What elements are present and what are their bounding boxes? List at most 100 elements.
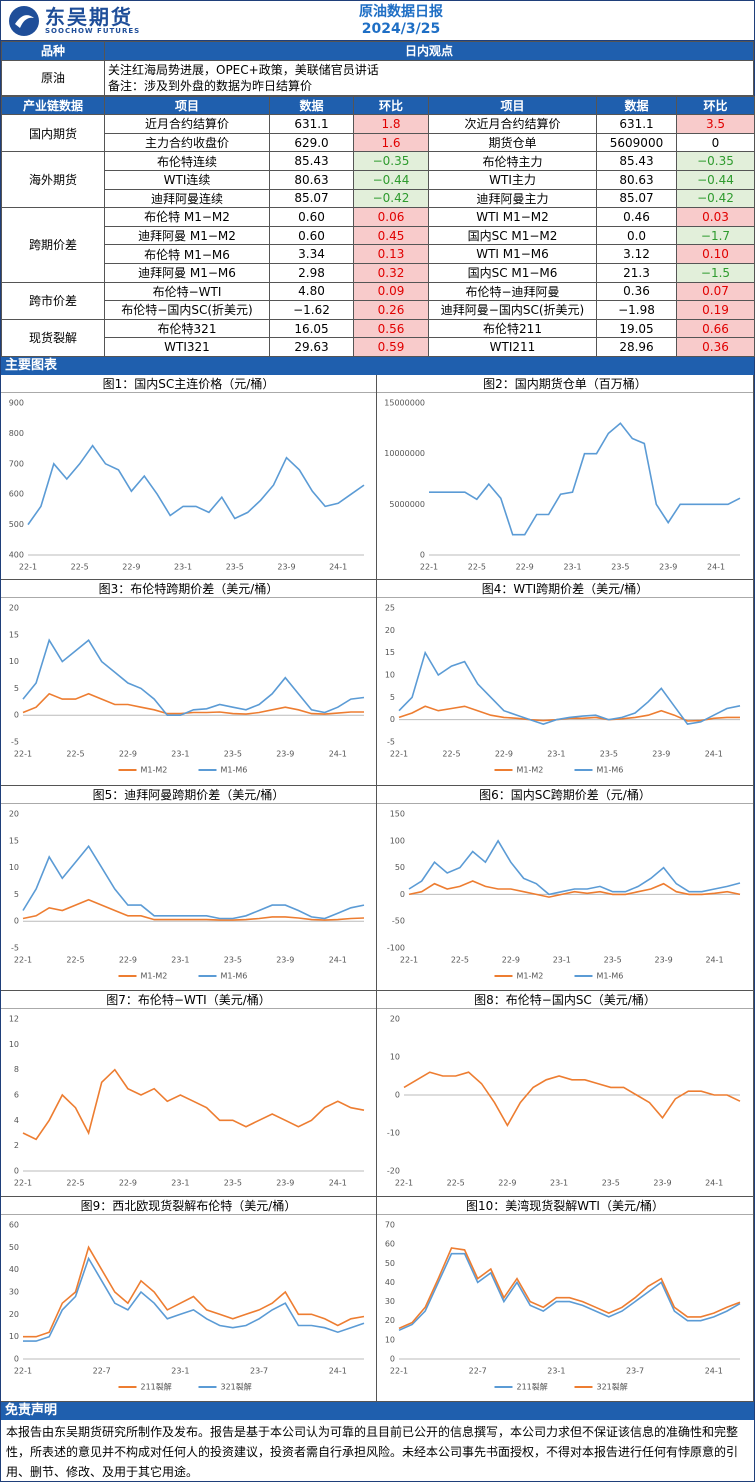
y-tick-label: 20: [385, 1316, 395, 1325]
item: WTI321: [104, 337, 270, 357]
x-tick-label: 24-1: [329, 750, 347, 759]
label: 日内观点: [104, 41, 754, 61]
value: 631.1: [269, 114, 354, 134]
legend-label: M1-M2: [141, 766, 168, 775]
y-tick-label: 0: [390, 716, 395, 725]
date: 2024/3/25: [361, 21, 441, 37]
y-tick-label: 0: [395, 1091, 400, 1100]
x-tick-label: 22-9: [119, 750, 137, 759]
legend-label: M1-M6: [221, 971, 248, 980]
change: 0.09: [353, 281, 429, 302]
x-tick-label: 22-9: [122, 562, 140, 571]
line-series: [27, 444, 365, 525]
change: 1.8: [353, 114, 429, 134]
y-tick-label: -20: [387, 1167, 400, 1176]
change: 0.32: [353, 262, 429, 283]
x-tick-label: 23-5: [226, 562, 244, 571]
legend-label: M1-M6: [221, 766, 248, 775]
chart-cell: 图6：国内SC跨期价差（元/桶） -100 -50 0 50 100 150 22-1 22-5…: [377, 785, 754, 992]
item: 布伦特连续: [104, 151, 270, 171]
y-tick-label: 70: [385, 1220, 395, 1229]
change: −1.5: [676, 262, 755, 283]
item: 布伦特−国内SC(折美元): [104, 300, 270, 320]
chart-title: 图8：布伦特−国内SC（美元/桶）: [377, 991, 753, 1010]
y-tick-label: 10: [9, 1040, 19, 1049]
item: WTI M1−M6: [428, 244, 597, 264]
x-tick-label: 23-7: [250, 1366, 268, 1375]
y-tick-label: 10: [390, 1053, 400, 1062]
change: 0.13: [353, 244, 429, 264]
group-name: 海外期货: [1, 151, 105, 209]
change: 0.45: [353, 225, 429, 246]
y-tick-label: 50: [9, 1243, 19, 1252]
item: 布伦特 M1−M2: [104, 207, 270, 227]
value: 4.80: [269, 281, 354, 302]
item: 迪拜阿曼连续: [104, 188, 270, 209]
item: 迪拜阿曼 M1−M6: [104, 262, 270, 283]
value: 16.05: [269, 318, 354, 339]
chart: 400 500 600 700 800 900 22-1 22-5 22-9 23-1 23-5 23…: [9, 398, 365, 571]
line-series: [429, 422, 741, 536]
title: 原油数据日报: [359, 4, 443, 20]
x-tick-label: 23-1: [174, 562, 192, 571]
item: WTI M1−M2: [428, 207, 597, 227]
item: 期货仓单: [428, 132, 597, 153]
header-cell: 环比: [676, 95, 755, 116]
y-tick-label: 10: [9, 863, 19, 872]
x-tick-label: 23-1: [171, 1366, 189, 1375]
disclaimer-text: 本报告由东吴期货研究所制作及发布。报告是基于本公司认为可靠的且目前已公开的信息撰…: [6, 1425, 739, 1480]
chart: -5 0 5 10 15 20 22-1 22-5 22-9 23-1 23-5 23-9 24-1 M1…: [9, 809, 365, 980]
logo-name: 东吴期货: [45, 5, 133, 29]
y-tick-label: 20: [9, 1310, 19, 1319]
value: 3.12: [596, 244, 677, 264]
chart-title: 图7：布伦特−WTI（美元/桶）: [1, 991, 376, 1010]
variety: 原油: [1, 59, 105, 96]
line-series: [23, 1245, 365, 1338]
change: 0.26: [353, 300, 429, 320]
x-tick-label: 24-1: [329, 1179, 347, 1188]
y-tick-label: -10: [387, 1129, 400, 1138]
x-tick-label: 23-5: [611, 562, 629, 571]
y-tick-label: 150: [390, 809, 405, 818]
value: 80.63: [596, 169, 677, 190]
y-tick-label: 600: [9, 490, 24, 499]
change: −0.35: [676, 151, 755, 171]
item: 迪拜阿曼主力: [428, 188, 597, 209]
data-row: 布伦特−国内SC(折美元) −1.62 0.26 迪拜阿曼−国内SC(折美元) −1.9…: [2, 300, 755, 320]
chart-title: 图1：国内SC主连价格（元/桶）: [1, 375, 376, 393]
chart: 0 5000000 10000000 15000000 22-1 22-5 22-9 23-1…: [384, 398, 741, 571]
x-tick-label: 24-1: [705, 750, 723, 759]
y-tick-label: 5: [390, 693, 395, 702]
value: 0.0: [596, 225, 677, 246]
x-tick-label: 22-9: [498, 1179, 516, 1188]
chart-title: 图3：布伦特跨期价差（美元/桶）: [1, 580, 376, 599]
value: 85.43: [596, 151, 677, 171]
line-series: [398, 705, 740, 723]
change: 0.03: [676, 207, 755, 227]
item: 主力合约收盘价: [104, 132, 270, 153]
y-tick-label: 0: [14, 1354, 19, 1363]
header-row: 产业链数据 项目 数据 环比 项目 数据 环比: [1, 95, 755, 116]
chart-cell: 图3：布伦特跨期价差（美元/桶） -5 0 5 10 15 20 22-1 22-5 22-9 23…: [1, 580, 377, 786]
item: 次近月合约结算价: [428, 114, 597, 134]
change: 0.56: [353, 318, 429, 339]
y-tick-label: 10: [385, 1335, 395, 1344]
y-tick-label: 20: [9, 809, 19, 818]
data-row: 跨期价差 布伦特 M1−M2 0.60 0.06 WTI M1−M2 0.46 0.03: [1, 207, 755, 283]
logo-english: SOOCHOW FUTURES: [45, 27, 141, 35]
chart-title: 图5：迪拜阿曼跨期价差（美元/桶）: [1, 786, 376, 804]
y-tick-label: 400: [9, 550, 24, 559]
value: 21.3: [596, 262, 677, 283]
legend-label: 211裂解: [517, 1381, 548, 1391]
item: 布伦特321: [104, 318, 270, 339]
y-tick-label: 0: [14, 1167, 19, 1176]
legend-label: M1-M6: [597, 971, 624, 980]
data-row: WTI连续 80.63 −0.44 WTI主力 80.63 −0.44: [2, 169, 755, 190]
y-tick-label: 30: [9, 1287, 19, 1296]
x-tick-label: 22-5: [442, 750, 460, 759]
section-heading: 主要图表: [1, 356, 754, 375]
item: WTI主力: [428, 169, 597, 190]
value: 85.43: [269, 151, 354, 171]
x-tick-label: 24-1: [705, 1366, 723, 1375]
